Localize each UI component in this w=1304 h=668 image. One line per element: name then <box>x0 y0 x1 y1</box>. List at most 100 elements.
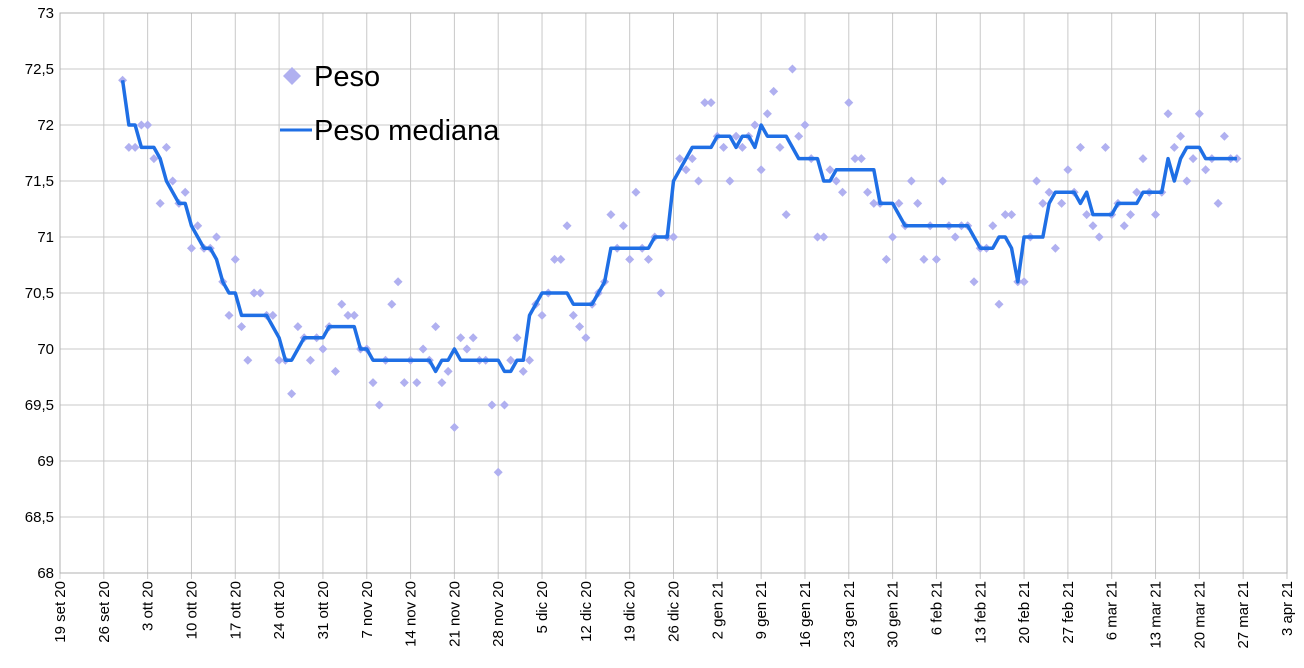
data-point <box>719 142 729 152</box>
data-point <box>694 176 704 186</box>
x-tick-label: 13 mar 21 <box>1148 581 1165 649</box>
data-point <box>462 344 472 354</box>
data-point <box>819 232 829 242</box>
data-point <box>606 210 616 220</box>
x-tick-label: 21 nov 20 <box>446 581 463 647</box>
data-point <box>305 355 315 365</box>
data-point <box>293 322 303 332</box>
data-point <box>318 344 328 354</box>
data-point <box>669 232 678 242</box>
x-tick-label: 28 nov 20 <box>490 581 507 647</box>
data-point <box>781 210 791 220</box>
data-point <box>412 378 422 388</box>
y-tick-label: 72,5 <box>25 61 54 78</box>
x-tick-label: 13 feb 21 <box>972 581 989 644</box>
y-tick-label: 69,5 <box>25 397 54 414</box>
data-point <box>124 142 134 152</box>
x-tick-label: 3 ott 20 <box>140 581 157 631</box>
data-point <box>869 198 879 208</box>
data-point <box>149 154 159 164</box>
data-point <box>1007 210 1017 220</box>
data-point <box>769 86 779 96</box>
data-point <box>136 120 146 130</box>
data-point <box>1075 142 1085 152</box>
data-point <box>888 232 898 242</box>
x-tick-label: 10 ott 20 <box>183 581 200 639</box>
data-point <box>1132 187 1142 197</box>
data-point <box>756 165 766 175</box>
data-point <box>237 322 247 332</box>
data-point <box>725 176 735 186</box>
data-point <box>794 131 804 141</box>
data-point <box>456 333 466 343</box>
legend-label: Peso mediana <box>314 115 500 147</box>
data-point <box>787 64 797 74</box>
data-point <box>894 198 904 208</box>
data-point <box>1176 131 1186 141</box>
data-point <box>562 221 572 231</box>
data-point <box>1050 243 1060 253</box>
data-point <box>330 366 340 376</box>
data-point <box>1213 198 1223 208</box>
data-point <box>863 187 873 197</box>
x-tick-label: 24 ott 20 <box>271 581 288 639</box>
data-point <box>825 165 835 175</box>
y-tick-label: 68,5 <box>25 509 54 526</box>
data-point <box>437 378 447 388</box>
data-point <box>493 467 503 477</box>
data-point <box>1082 210 1092 220</box>
data-point <box>675 154 685 164</box>
data-point <box>274 355 284 365</box>
x-tick-label: 19 dic 20 <box>622 581 639 642</box>
data-point <box>1219 131 1229 141</box>
data-point <box>168 176 178 186</box>
data-point <box>1094 232 1104 242</box>
data-point <box>1057 198 1067 208</box>
data-point <box>1201 165 1211 175</box>
data-point <box>180 187 190 197</box>
data-point <box>268 310 278 320</box>
data-point <box>706 98 716 108</box>
data-point <box>581 333 591 343</box>
data-point <box>255 288 265 298</box>
data-point <box>631 187 641 197</box>
data-point <box>856 154 866 164</box>
x-tick-label: 3 apr 21 <box>1279 581 1296 636</box>
data-point <box>988 221 998 231</box>
data-point <box>844 98 854 108</box>
data-point <box>224 310 234 320</box>
data-point <box>1194 109 1204 119</box>
data-point <box>775 142 785 152</box>
y-tick-label: 69 <box>37 453 54 470</box>
y-tick-label: 70 <box>37 341 54 358</box>
x-tick-label: 16 gen 21 <box>797 581 814 648</box>
data-point <box>431 322 441 332</box>
data-point <box>499 400 509 410</box>
x-tick-label: 23 gen 21 <box>841 581 858 648</box>
y-tick-label: 70,5 <box>25 285 54 302</box>
data-point <box>418 344 428 354</box>
plot-frame <box>59 12 1288 574</box>
y-tick-label: 71 <box>37 229 54 246</box>
data-point <box>193 221 203 231</box>
data-point <box>550 254 560 264</box>
data-point <box>343 310 353 320</box>
data-point <box>487 400 497 410</box>
data-point <box>938 176 948 186</box>
x-tick-label: 9 gen 21 <box>753 581 770 639</box>
x-tick-label: 31 ott 20 <box>315 581 332 639</box>
x-tick-label: 6 mar 21 <box>1104 581 1121 640</box>
data-point <box>449 422 459 432</box>
data-point <box>919 254 929 264</box>
data-point <box>518 366 528 376</box>
data-point <box>393 277 403 287</box>
data-point <box>186 243 196 253</box>
data-point <box>643 254 653 264</box>
data-point <box>130 142 140 152</box>
x-tick-label: 6 feb 21 <box>928 581 945 635</box>
data-point <box>969 277 979 287</box>
data-point <box>1000 210 1010 220</box>
data-point <box>143 120 153 130</box>
data-point <box>1151 210 1161 220</box>
legend-marker <box>283 67 301 85</box>
